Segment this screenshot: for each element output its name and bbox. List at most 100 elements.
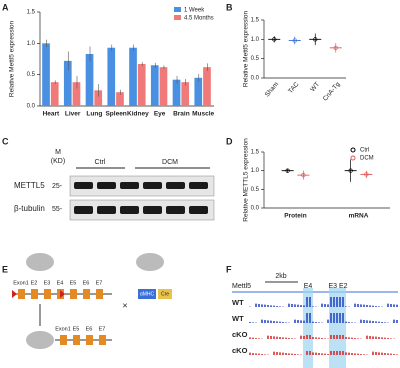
exon: [70, 289, 77, 299]
tracks-panel: F Mettl5 2kb E4 E3 E2 WT WT cKO cKO: [226, 264, 398, 368]
panel-label: F: [226, 264, 232, 274]
loxp: [60, 290, 65, 298]
exon-label: E6: [83, 280, 90, 286]
band: [189, 182, 208, 189]
panel-label: B: [226, 2, 233, 12]
y-tick-label: 1.5: [251, 150, 260, 156]
y-axis-label: Relative Mettl5 expression: [243, 11, 250, 88]
y-tick-label: 1.0: [27, 41, 36, 47]
bar: [137, 64, 146, 106]
exon: [60, 335, 67, 345]
x-tick-label: Brain: [173, 111, 190, 118]
band: [166, 206, 185, 214]
sample-label: cKO: [232, 330, 248, 339]
bar: [203, 67, 211, 106]
x-tick-label: Liver: [65, 111, 81, 118]
point: [333, 45, 338, 50]
x-tick-label: Eye: [154, 111, 166, 118]
group-label: DCM: [162, 159, 178, 166]
bar: [85, 53, 94, 106]
exon-label: E3 E2: [328, 283, 347, 290]
tracks: WT WT cKO cKO: [232, 297, 398, 355]
sample-label: cKO: [232, 346, 248, 355]
band: [120, 206, 139, 214]
x-tick-label: TAC: [287, 81, 301, 95]
bands: [74, 182, 208, 214]
exon: [86, 335, 93, 345]
legend-label: Ctrl: [360, 148, 369, 154]
band: [189, 206, 208, 214]
bar: [150, 65, 159, 106]
gene-label: Mettl5: [232, 283, 251, 290]
coverage-track: [249, 351, 398, 355]
panel-label: A: [2, 2, 9, 12]
bar: [107, 47, 116, 106]
legend-swatch: [174, 7, 181, 12]
promoter-box: [138, 289, 156, 299]
bar: [172, 79, 181, 106]
marker-label: 25-: [52, 183, 63, 190]
mouse-icon: [26, 253, 54, 271]
exon-label: E4: [57, 280, 64, 286]
bar: [72, 82, 81, 106]
exon-label: Exon1: [55, 326, 71, 332]
bar: [94, 90, 103, 106]
exon-label: E7: [96, 280, 103, 286]
exon: [99, 335, 106, 345]
protein-label: METTL5: [14, 181, 45, 190]
band: [143, 182, 162, 189]
legend-swatch: [350, 155, 356, 161]
point: [272, 37, 277, 42]
exon-highlight: [329, 288, 346, 368]
cre-box: [158, 289, 172, 299]
band: [74, 206, 93, 214]
blot-panel: C M (KD) Ctrl DCM METTL5 25- β-tubulin 5…: [2, 136, 215, 221]
legend-label: 1 Week: [184, 8, 205, 14]
y-tick-label: 1.0: [251, 168, 260, 174]
bar: [116, 92, 124, 106]
exon: [73, 335, 80, 345]
marker-header: M: [55, 149, 61, 156]
legend-swatch: [350, 147, 356, 153]
legend-label: DCM: [360, 156, 374, 162]
marker-unit: (KD): [51, 158, 65, 165]
panel-label: E: [2, 264, 8, 274]
panel-label: D: [226, 136, 233, 146]
bar: [194, 77, 203, 106]
point: [348, 168, 353, 173]
sample-label: WT: [232, 298, 244, 307]
exon-label: E5: [73, 326, 80, 332]
y-tick-label: 0.5: [251, 56, 260, 62]
exon: [31, 289, 38, 299]
exon-highlight: [303, 288, 313, 368]
x-tick-label: Sham: [264, 81, 280, 99]
band: [143, 206, 162, 214]
exon: [96, 289, 103, 299]
x-tick-label: WT: [309, 81, 321, 93]
group-label: Ctrl: [95, 159, 106, 166]
point: [292, 38, 297, 43]
exon-label: E2: [31, 280, 38, 286]
legend-label: 4.5 Months: [184, 16, 214, 22]
y-axis-label: Relative METTL5 expression: [243, 138, 250, 222]
cre-label: Cre: [161, 291, 169, 297]
x-tick-label: Kidney: [127, 111, 149, 118]
y-tick-label: 1.0: [251, 37, 260, 43]
x-tick-label: Protein: [284, 213, 306, 220]
y-tick-label: 1.5: [27, 10, 36, 16]
y-tick-label: 0.5: [27, 72, 36, 78]
x-tick-label: Muscle: [192, 111, 214, 118]
marker-label: 55-: [52, 206, 63, 213]
x-tick-label: mRNA: [349, 213, 369, 220]
bar: [181, 82, 190, 106]
bar: [159, 67, 168, 106]
point: [285, 168, 290, 173]
exon: [44, 289, 51, 299]
y-tick-label: 0.0: [251, 76, 260, 82]
mouse-icon: [136, 253, 164, 271]
sample-label: WT: [232, 314, 244, 323]
